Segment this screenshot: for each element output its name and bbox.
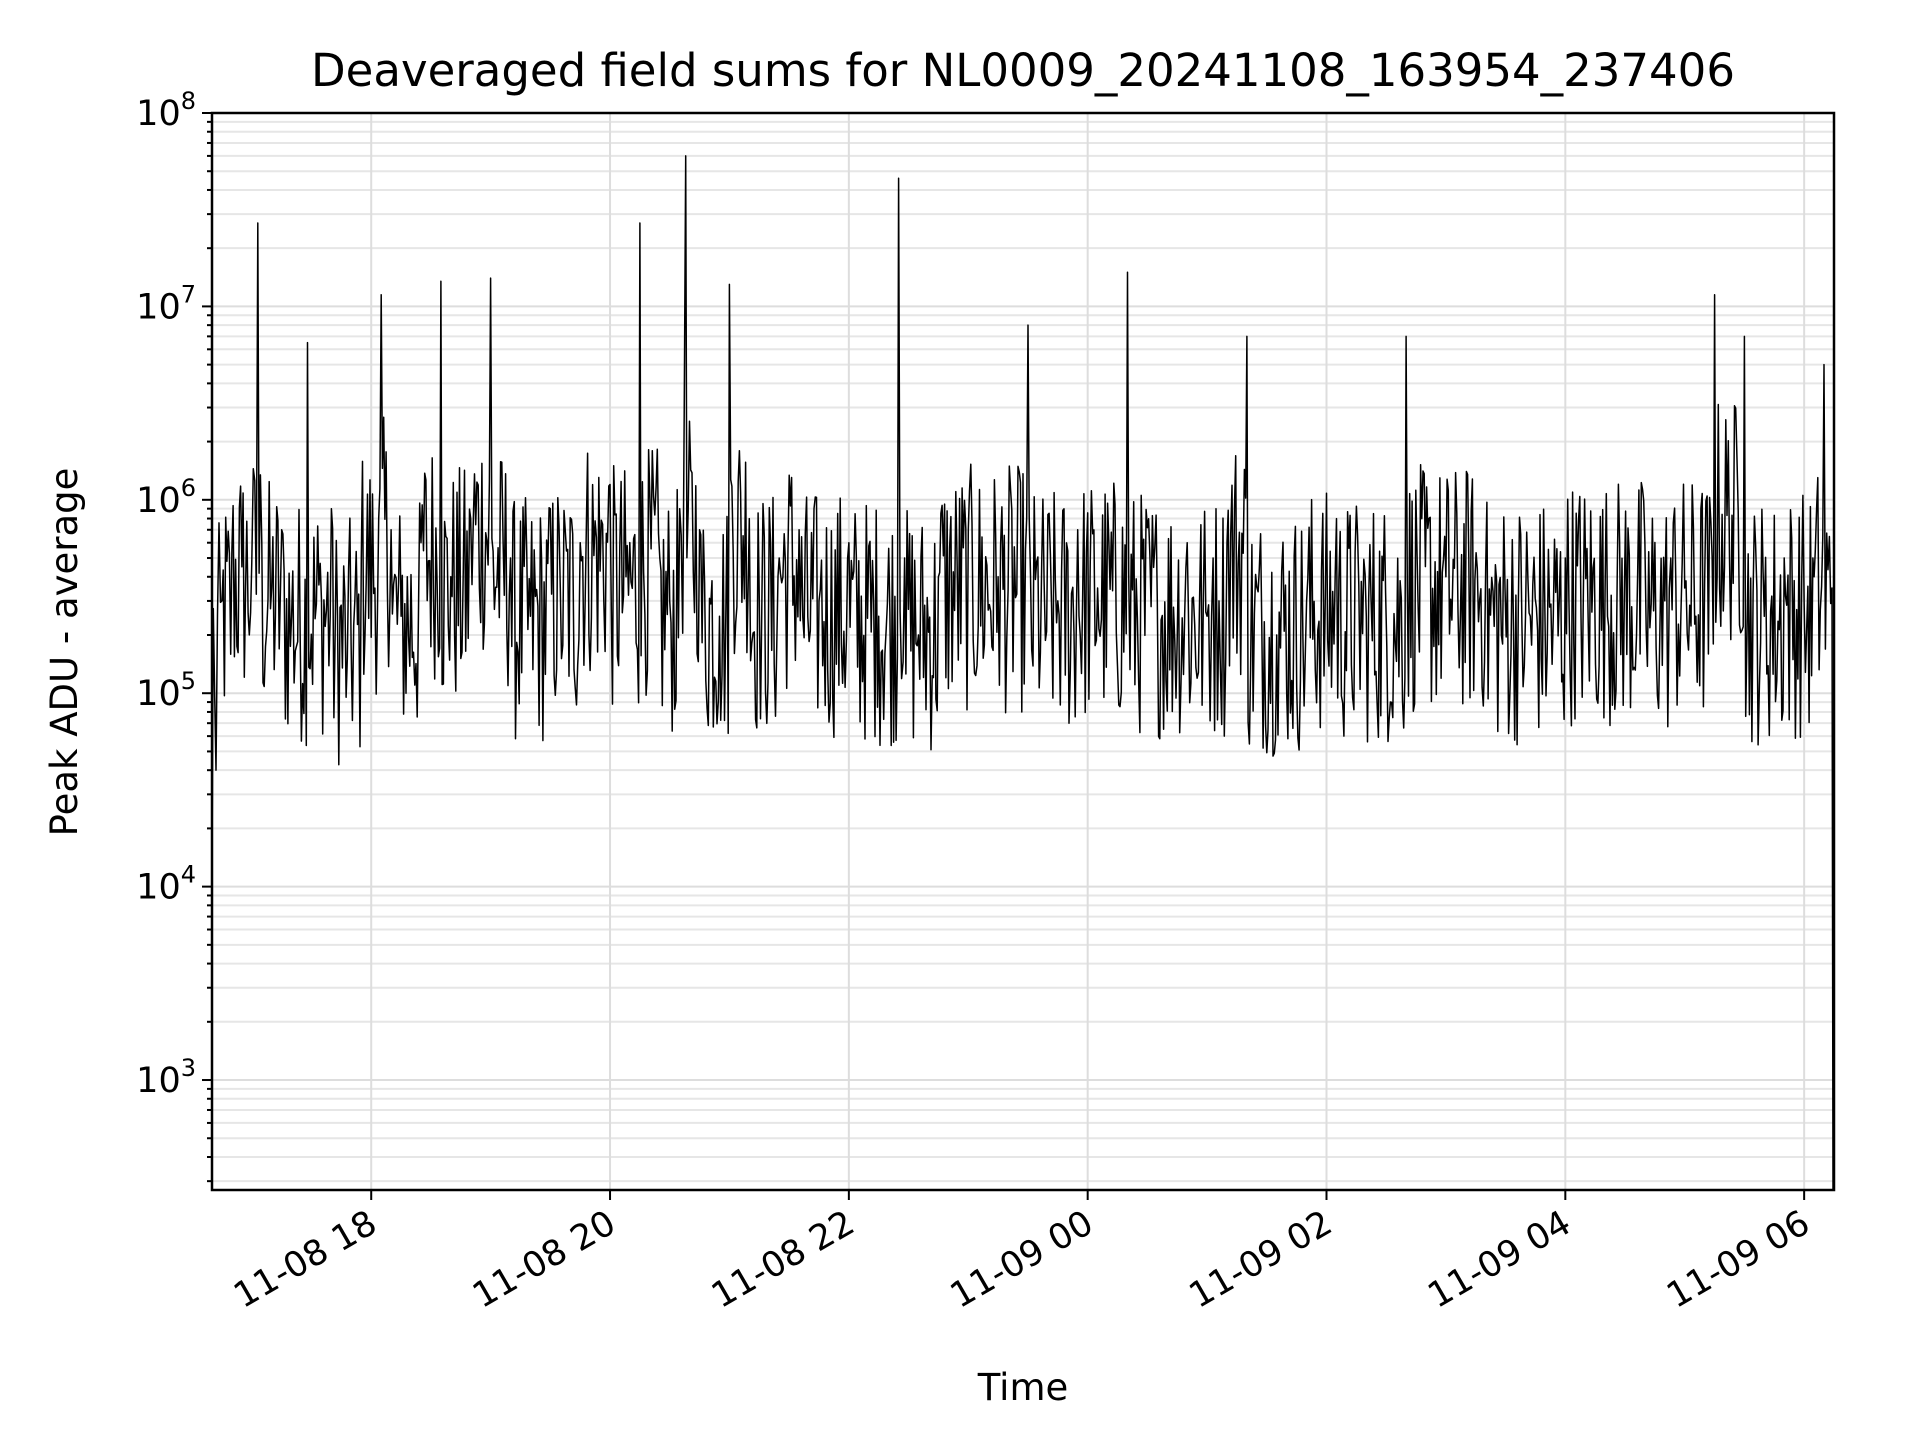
y-tick-label: 106 bbox=[136, 474, 196, 521]
grid bbox=[212, 112, 1834, 1190]
y-axis: 103 104 105 106 107 108 bbox=[136, 87, 212, 1183]
plot-area bbox=[211, 155, 1834, 1191]
x-axis-label: Time bbox=[977, 1366, 1069, 1409]
series-line bbox=[211, 155, 1834, 1191]
y-tick-label: 105 bbox=[136, 667, 196, 714]
y-tick-label: 104 bbox=[136, 861, 196, 908]
y-axis-label: Peak ADU - average bbox=[43, 468, 86, 837]
y-tick-label: 107 bbox=[136, 280, 196, 327]
chart-title: Deaveraged field sums for NL0009_2024110… bbox=[311, 44, 1735, 97]
y-tick-label: 108 bbox=[136, 87, 196, 134]
y-tick-label: 103 bbox=[136, 1054, 196, 1101]
plot-frame bbox=[210, 111, 1836, 1192]
